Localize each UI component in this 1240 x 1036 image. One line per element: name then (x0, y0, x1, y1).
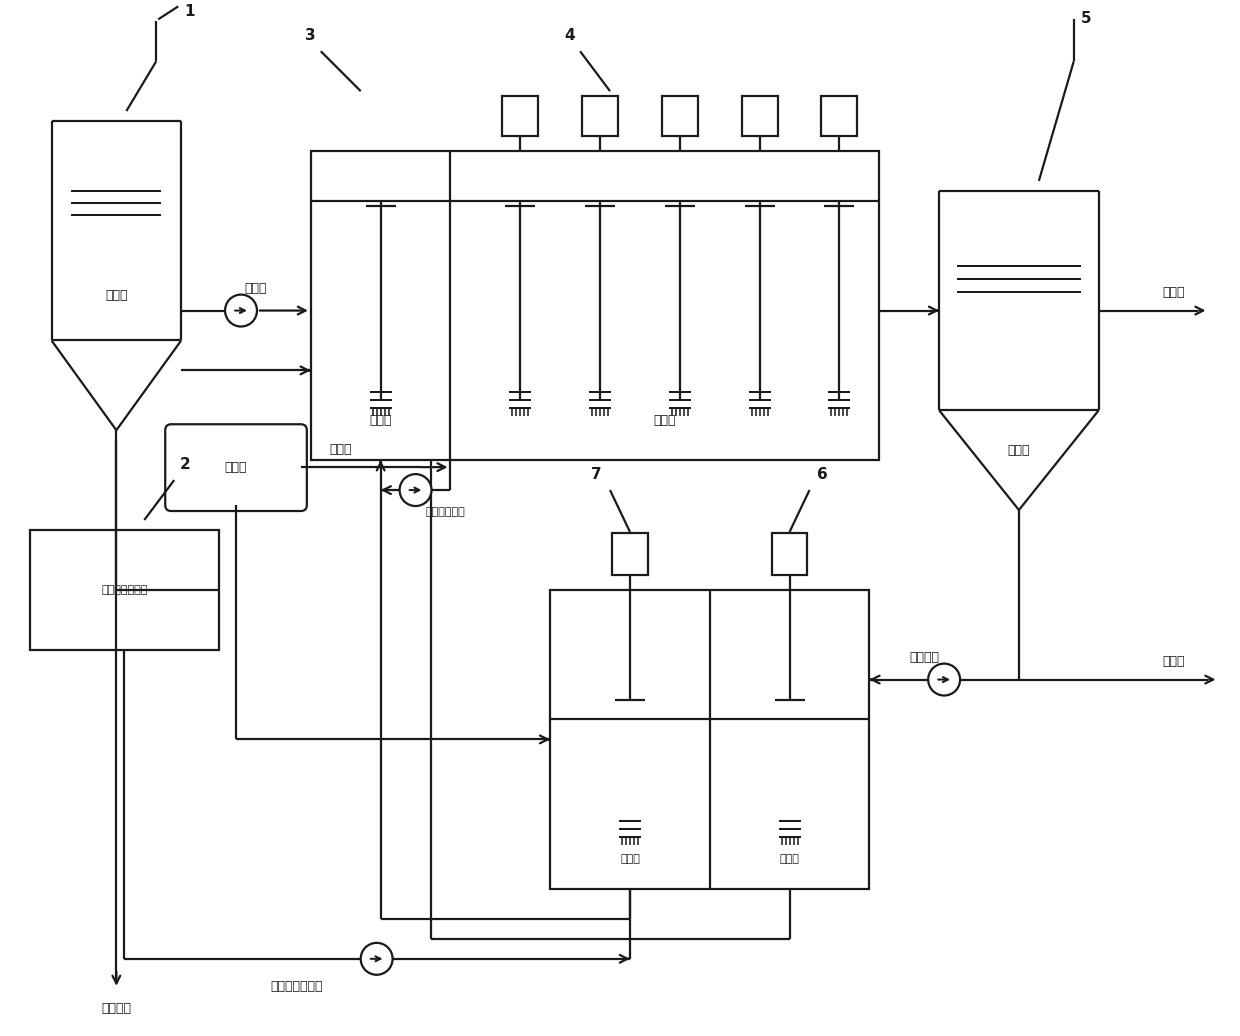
Text: 6: 6 (817, 467, 828, 482)
Text: 4: 4 (564, 28, 575, 44)
Text: 污泥处理: 污泥处理 (102, 1002, 131, 1015)
Bar (613, 533, 649, 575)
Text: 进水管: 进水管 (244, 282, 268, 295)
Bar (551, 589, 869, 889)
Text: 污泥回流: 污泥回流 (909, 651, 939, 664)
Bar (821, 96, 857, 136)
Bar (662, 96, 698, 136)
Text: 2: 2 (180, 457, 191, 472)
Circle shape (929, 664, 960, 695)
Text: 厘氧池: 厘氧池 (620, 854, 640, 864)
Text: 硕化液回流管: 硕化液回流管 (425, 507, 465, 517)
Text: 好氧池: 好氧池 (653, 413, 676, 427)
Bar (30, 530, 219, 650)
Text: 排泥口: 排泥口 (1162, 655, 1184, 668)
Text: 5: 5 (1081, 11, 1091, 26)
Text: 7: 7 (591, 467, 603, 482)
Text: 空压机: 空压机 (224, 461, 247, 473)
Circle shape (361, 943, 393, 975)
Text: 3: 3 (305, 28, 316, 44)
Bar (771, 533, 807, 575)
Circle shape (399, 474, 432, 506)
Text: 曝气管: 曝气管 (330, 442, 352, 456)
Text: 出水口: 出水口 (1162, 286, 1184, 299)
Text: 污泥发酵上清液: 污泥发酵上清液 (270, 980, 324, 994)
Bar (311, 151, 879, 460)
Text: 缺氧池: 缺氧池 (780, 854, 800, 864)
Text: 二沉池: 二沉池 (1008, 443, 1030, 457)
Text: 厉氧池: 厉氧池 (370, 413, 392, 427)
Bar (502, 96, 538, 136)
Bar (742, 96, 777, 136)
Text: 初沉污泥发酵池: 初沉污泥发酵池 (102, 584, 148, 595)
FancyBboxPatch shape (165, 425, 306, 511)
Circle shape (226, 294, 257, 326)
Bar (582, 96, 618, 136)
Text: 初沉池: 初沉池 (105, 289, 128, 303)
Text: 1: 1 (185, 4, 195, 20)
